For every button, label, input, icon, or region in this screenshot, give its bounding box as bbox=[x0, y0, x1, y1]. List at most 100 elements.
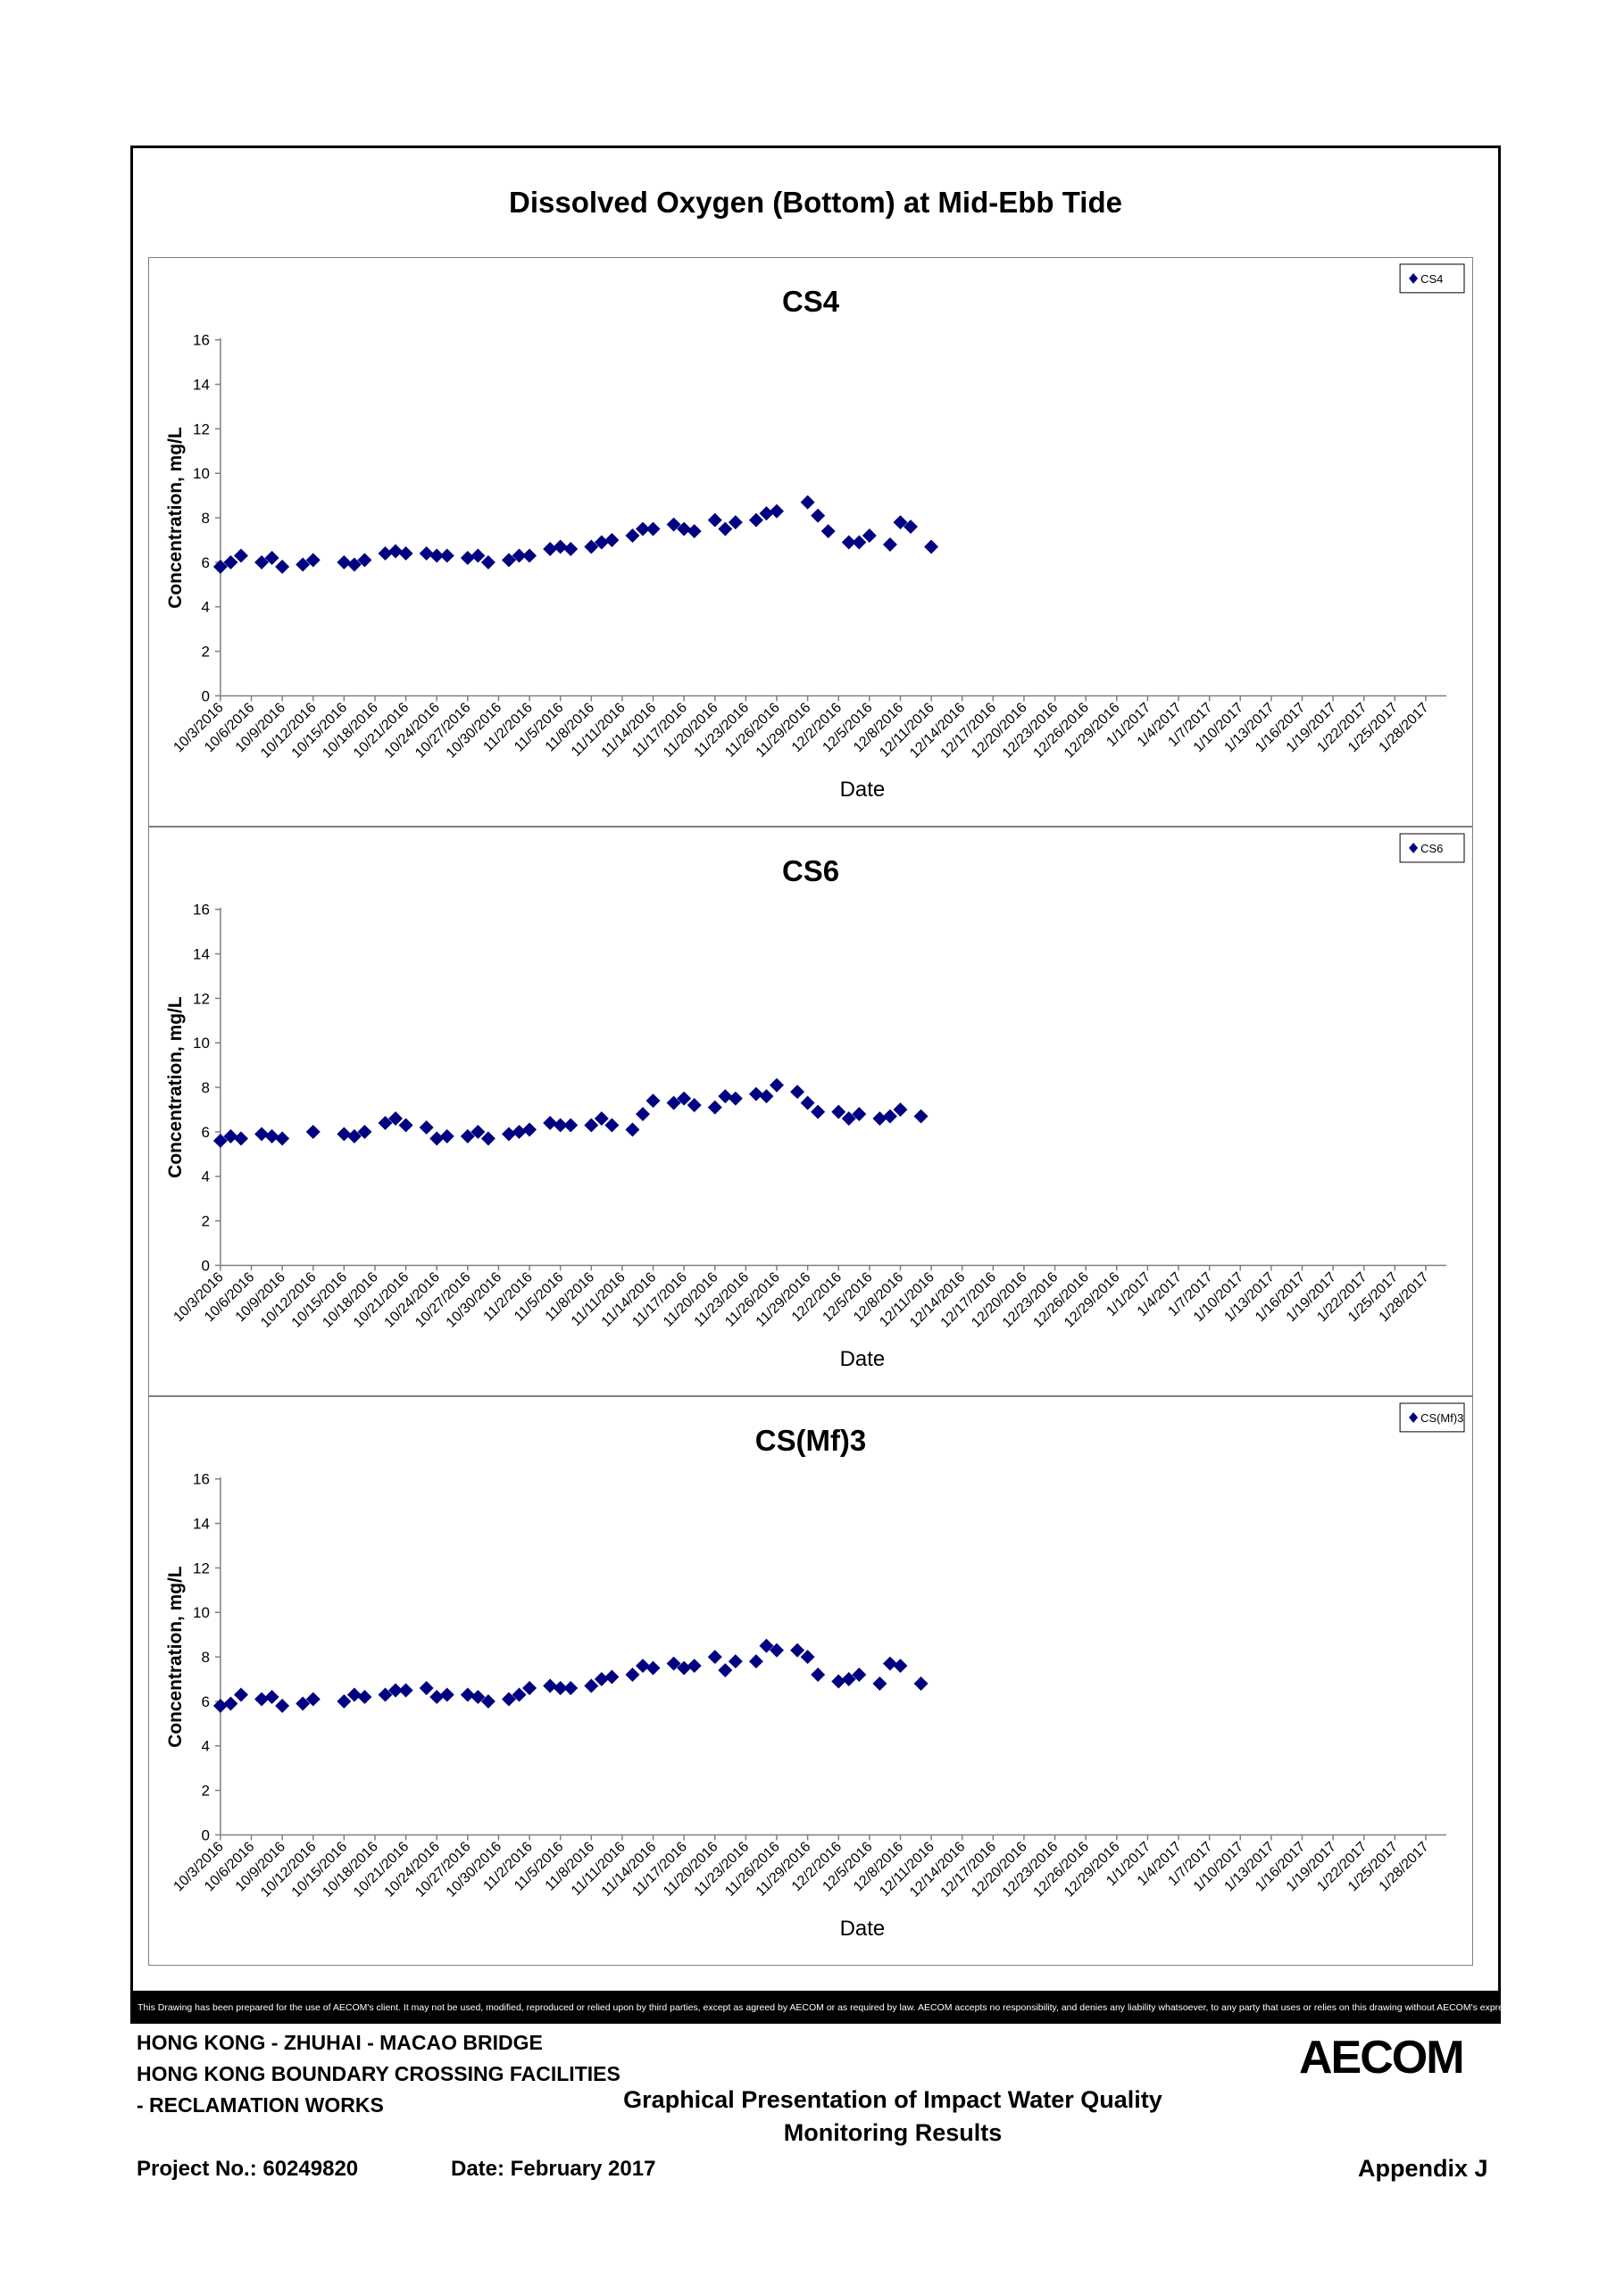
data-point-cs4 bbox=[439, 548, 454, 563]
data-point-cs-mf-3 bbox=[604, 1669, 620, 1685]
aecom-logo: AECOM bbox=[1299, 2032, 1465, 2084]
data-point-cs-mf-3 bbox=[223, 1696, 238, 1711]
data-point-cs-mf-3 bbox=[687, 1659, 702, 1674]
data-point-cs4 bbox=[800, 495, 815, 510]
x-axis-label: Date bbox=[840, 778, 886, 802]
data-point-cs-mf-3 bbox=[625, 1668, 640, 1682]
chart-panel-cs4: CS4 0 2 4 6 8 10 12 14 16 Concentration, mg/L 10/3/… bbox=[148, 257, 1473, 827]
legend: CS4 bbox=[1399, 263, 1465, 294]
chart-title: CS4 bbox=[782, 285, 840, 318]
data-point-cs6 bbox=[501, 1127, 516, 1142]
data-point-cs-mf-3 bbox=[666, 1656, 681, 1671]
chart-panel-cs6: CS6 0 2 4 6 8 10 12 14 16 Concentration, mg/L 10/3/… bbox=[148, 827, 1473, 1396]
data-point-cs4 bbox=[471, 548, 486, 563]
data-point-cs4 bbox=[862, 528, 877, 543]
y-tick-label: 14 bbox=[193, 1516, 210, 1533]
data-point-cs-mf-3 bbox=[275, 1698, 290, 1713]
data-point-cs4 bbox=[625, 528, 640, 543]
data-point-cs-mf-3 bbox=[707, 1650, 722, 1665]
data-point-cs6 bbox=[584, 1118, 599, 1133]
data-point-cs6 bbox=[346, 1128, 362, 1144]
data-point-cs6 bbox=[254, 1127, 270, 1142]
y-tick-label: 2 bbox=[201, 644, 209, 661]
data-point-cs6 bbox=[913, 1109, 929, 1124]
drawing-frame: Dissolved Oxygen (Bottom) at Mid-Ebb Tid… bbox=[130, 146, 1501, 1993]
footer-project-line2: HONG KONG BOUNDARY CROSSING FACILITIES bbox=[137, 2062, 620, 2085]
data-point-cs6 bbox=[460, 1128, 475, 1144]
data-point-cs6 bbox=[636, 1107, 650, 1121]
y-tick-label: 8 bbox=[201, 510, 209, 527]
data-point-cs6 bbox=[337, 1127, 352, 1142]
legend-label: CS(Mf)3 bbox=[1420, 1411, 1463, 1425]
data-point-cs6 bbox=[275, 1131, 290, 1146]
data-point-cs4 bbox=[718, 521, 733, 537]
data-point-cs-mf-3 bbox=[439, 1687, 454, 1702]
y-tick-label: 2 bbox=[201, 1783, 209, 1800]
footer-title-line1: Graphical Presentation of Impact Water Q… bbox=[623, 2086, 1162, 2113]
data-point-cs4 bbox=[841, 535, 856, 550]
y-tick-label: 16 bbox=[193, 902, 210, 919]
data-point-cs6 bbox=[471, 1124, 486, 1139]
data-point-cs4 bbox=[398, 545, 413, 561]
data-point-cs4 bbox=[337, 554, 352, 570]
data-point-cs-mf-3 bbox=[831, 1674, 846, 1689]
data-point-cs4 bbox=[264, 550, 279, 565]
footer-appendix: Appendix J bbox=[1358, 2155, 1488, 2182]
y-tick-label: 4 bbox=[201, 1169, 209, 1185]
data-point-cs4 bbox=[522, 548, 537, 563]
data-point-cs-mf-3 bbox=[419, 1681, 434, 1695]
data-point-cs4 bbox=[820, 524, 836, 539]
y-tick-label: 10 bbox=[193, 1604, 210, 1621]
y-tick-label: 16 bbox=[193, 1471, 210, 1488]
data-point-cs6 bbox=[790, 1085, 805, 1100]
data-point-cs-mf-3 bbox=[811, 1668, 826, 1682]
y-tick-label: 0 bbox=[201, 1826, 209, 1843]
y-tick-label: 6 bbox=[201, 1124, 209, 1141]
legend-marker bbox=[1409, 842, 1419, 853]
data-point-cs6 bbox=[645, 1094, 661, 1109]
y-tick-label: 8 bbox=[201, 1079, 209, 1096]
x-axis-label: Date bbox=[840, 1347, 886, 1371]
data-point-cs4 bbox=[419, 545, 434, 561]
chart-title: CS(Mf)3 bbox=[755, 1424, 866, 1457]
y-tick-label: 10 bbox=[193, 465, 210, 482]
data-point-cs-mf-3 bbox=[460, 1687, 475, 1702]
data-point-cs4 bbox=[893, 515, 908, 530]
data-point-cs-mf-3 bbox=[636, 1659, 650, 1674]
data-point-cs4 bbox=[645, 521, 661, 537]
data-point-cs6 bbox=[378, 1115, 393, 1130]
y-tick-label: 4 bbox=[201, 599, 209, 616]
legend-marker bbox=[1409, 272, 1419, 284]
data-point-cs6 bbox=[852, 1107, 867, 1121]
data-point-cs6 bbox=[748, 1086, 763, 1102]
y-tick-label: 8 bbox=[201, 1649, 209, 1666]
data-point-cs-mf-3 bbox=[254, 1692, 270, 1707]
data-point-cs6 bbox=[625, 1122, 640, 1137]
data-point-cs-mf-3 bbox=[233, 1687, 248, 1702]
footer-title-line2: Monitoring Results bbox=[783, 2119, 1003, 2146]
data-point-cs4 bbox=[770, 503, 784, 519]
data-point-cs6 bbox=[811, 1104, 826, 1119]
legend: CS6 bbox=[1399, 833, 1465, 863]
data-point-cs-mf-3 bbox=[913, 1676, 929, 1691]
data-point-cs6 bbox=[512, 1124, 527, 1139]
data-point-cs-mf-3 bbox=[770, 1643, 784, 1658]
data-point-cs-mf-3 bbox=[296, 1696, 311, 1711]
legend-marker bbox=[1409, 1411, 1419, 1423]
data-point-cs-mf-3 bbox=[378, 1687, 393, 1702]
data-point-cs4 bbox=[636, 521, 650, 537]
data-point-cs6 bbox=[419, 1119, 434, 1135]
data-point-cs-mf-3 bbox=[429, 1689, 445, 1704]
data-point-cs-mf-3 bbox=[522, 1681, 537, 1695]
data-point-cs-mf-3 bbox=[882, 1656, 897, 1671]
data-point-cs6 bbox=[429, 1131, 445, 1146]
footer-project-line3: - RECLAMATION WORKS bbox=[137, 2093, 384, 2117]
chart-title: CS6 bbox=[782, 854, 839, 887]
data-point-cs4 bbox=[275, 559, 290, 574]
data-point-cs-mf-3 bbox=[501, 1692, 516, 1707]
data-point-cs-mf-3 bbox=[645, 1660, 661, 1676]
y-tick-label: 12 bbox=[193, 990, 210, 1007]
data-point-cs-mf-3 bbox=[512, 1687, 527, 1702]
